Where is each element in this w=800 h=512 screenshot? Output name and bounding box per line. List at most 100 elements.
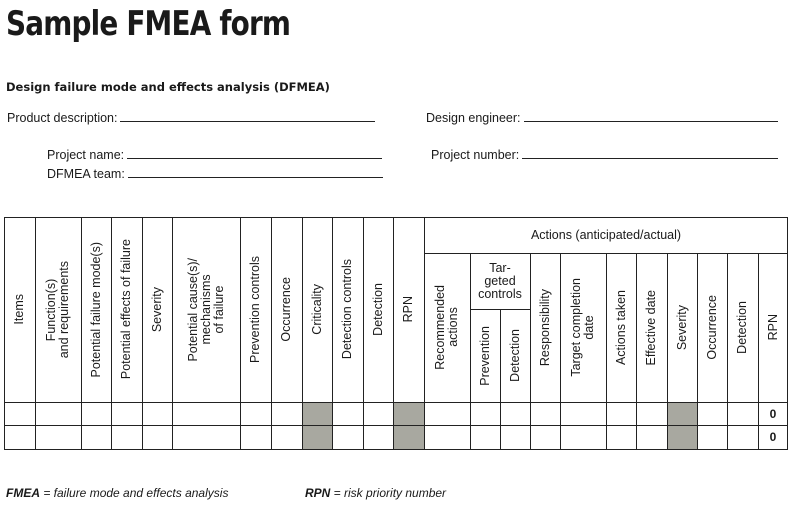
column-header-label: Severity xyxy=(149,286,164,333)
column-rule xyxy=(606,253,607,449)
action-column-header: Recommended actions xyxy=(424,253,470,402)
column-rule xyxy=(332,217,333,449)
column-rule xyxy=(470,253,471,449)
column-header-label: Criticality xyxy=(309,284,324,335)
project-number-line[interactable] xyxy=(522,157,779,159)
column-header: Severity xyxy=(142,217,172,402)
action-column-header-label: Actions taken xyxy=(613,289,628,366)
column-header-label: Detection xyxy=(370,283,385,336)
column-header: Detection controls xyxy=(332,217,363,402)
footnote-rpn-def: = risk priority number xyxy=(330,486,447,500)
action-column-header-label: Recommended actions xyxy=(433,285,460,370)
footnote-rpn-abbr: RPN xyxy=(305,486,331,500)
column-header: Potential failure mode(s) xyxy=(81,217,111,402)
footnote-rpn: RPN = risk priority number xyxy=(305,486,446,500)
column-rule xyxy=(667,253,668,449)
page-title: Sample FMEA form xyxy=(6,4,291,44)
column-rule xyxy=(424,217,425,449)
table-border-left xyxy=(4,217,5,449)
shaded-cell xyxy=(302,425,332,449)
column-header-label: Potential cause(s)/ mechanisms of failur… xyxy=(185,257,226,362)
table-border-right xyxy=(787,217,788,450)
targeted-controls-header: Tar- geted controls xyxy=(478,260,522,301)
column-header-label: Items xyxy=(12,294,26,325)
action-column-header: Target completion date xyxy=(560,253,606,402)
column-rule xyxy=(81,217,82,449)
shaded-cell xyxy=(393,402,424,425)
action-column-header: Detection xyxy=(500,309,530,402)
column-header-label: Potential effects of failure xyxy=(119,239,133,380)
column-rule xyxy=(172,217,173,449)
action-column-header-label: Effective date xyxy=(644,289,658,366)
project-number-label: Project number: xyxy=(431,148,520,162)
header-bottom-rule xyxy=(4,402,788,403)
fmea-table: Actions (anticipated/actual) Tar- geted c… xyxy=(4,217,788,450)
action-column-header-label: Target completion date xyxy=(569,278,596,377)
column-header: Detection xyxy=(363,217,393,402)
footnote-fmea: FMEA = failure mode and effects analysis xyxy=(6,486,228,500)
action-column-header: RPN xyxy=(758,253,788,402)
column-header-label: Detection controls xyxy=(340,259,354,360)
column-rule xyxy=(560,253,561,449)
action-column-header-label: Detection xyxy=(735,301,749,354)
column-rule xyxy=(530,253,531,449)
action-column-header-label: Prevention xyxy=(477,325,492,386)
table-border-bottom xyxy=(4,449,788,450)
row-rule xyxy=(4,425,788,426)
shaded-cell xyxy=(667,402,697,425)
action-column-header: Severity xyxy=(667,253,697,402)
form-subtitle: Design failure mode and effects analysis… xyxy=(6,80,330,94)
action-column-header: Prevention xyxy=(470,309,500,402)
column-header: RPN xyxy=(393,217,424,402)
column-header: Prevention controls xyxy=(240,217,271,402)
column-rule xyxy=(636,253,637,449)
action-column-header-label: Occurrence xyxy=(704,295,719,360)
design-engineer-field[interactable]: Design engineer: xyxy=(426,111,778,125)
column-header: Function(s) and requirements xyxy=(35,217,81,402)
dfmea-team-field[interactable]: DFMEA team: xyxy=(47,167,383,181)
column-rule xyxy=(240,217,241,449)
action-column-header: Actions taken xyxy=(606,253,636,402)
column-header: Potential effects of failure xyxy=(111,217,142,402)
actions-header: Actions (anticipated/actual) xyxy=(530,227,682,242)
action-column-header: Detection xyxy=(727,253,758,402)
column-rule xyxy=(697,253,698,449)
column-rule xyxy=(393,217,394,449)
footnote-fmea-abbr: FMEA xyxy=(6,486,40,500)
column-rule xyxy=(727,253,728,449)
column-header-label: RPN xyxy=(401,296,415,323)
action-column-header-label: Severity xyxy=(674,304,689,351)
action-column-header: Occurrence xyxy=(697,253,727,402)
action-column-header-label: Responsibility xyxy=(537,288,552,367)
action-column-header-label: RPN xyxy=(765,314,780,341)
product-description-field[interactable]: Product description: xyxy=(7,111,376,125)
dfmea-team-label: DFMEA team: xyxy=(47,167,125,181)
design-engineer-label: Design engineer: xyxy=(426,111,521,125)
column-header-label: Function(s) and requirements xyxy=(44,260,71,359)
project-name-line[interactable] xyxy=(127,157,383,159)
column-header: Occurrence xyxy=(271,217,302,402)
product-description-label: Product description: xyxy=(7,111,118,125)
action-column-header-label: Detection xyxy=(507,329,522,382)
column-rule xyxy=(271,217,272,449)
footnote-fmea-def: = failure mode and effects analysis xyxy=(40,486,229,500)
shaded-cell xyxy=(393,425,424,449)
design-engineer-line[interactable] xyxy=(523,120,778,122)
column-rule xyxy=(302,217,303,449)
column-header-label: Potential failure mode(s) xyxy=(88,241,103,378)
action-column-header: Effective date xyxy=(636,253,667,402)
column-rule xyxy=(363,217,364,449)
dfmea-team-line[interactable] xyxy=(127,176,383,178)
column-header: Items xyxy=(4,217,35,402)
rpn-result: 0 xyxy=(769,430,777,444)
column-header-label: Prevention controls xyxy=(248,255,262,363)
column-rule xyxy=(111,217,112,449)
column-header: Criticality xyxy=(302,217,332,402)
shaded-cell xyxy=(302,402,332,425)
product-description-line[interactable] xyxy=(120,120,376,122)
project-number-field[interactable]: Project number: xyxy=(431,148,779,162)
project-name-field[interactable]: Project name: xyxy=(47,148,383,162)
column-rule xyxy=(758,253,759,449)
column-rule xyxy=(142,217,143,449)
project-name-label: Project name: xyxy=(47,148,125,162)
